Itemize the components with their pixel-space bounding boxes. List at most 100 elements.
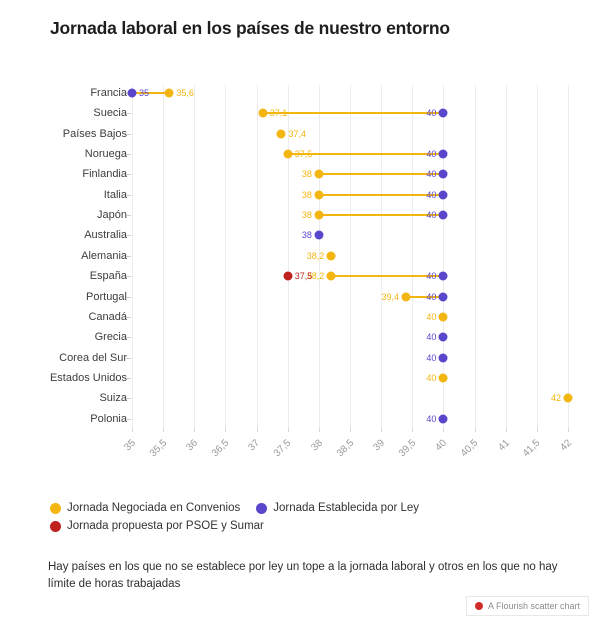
value-label: 37,4	[288, 128, 307, 139]
x-tick-label: 37	[246, 437, 263, 454]
x-axis-tick	[505, 428, 507, 432]
data-point-convenios[interactable]	[314, 190, 324, 200]
value-label: 38	[301, 189, 312, 200]
data-point-convenios[interactable]	[314, 210, 324, 220]
flourish-logo-icon	[474, 602, 483, 610]
country-label: Noruega	[84, 148, 127, 161]
data-point-convenios[interactable]	[283, 149, 293, 159]
x-axis-tick	[194, 428, 196, 432]
x-tick-label: 42	[558, 437, 574, 454]
data-point-convenios[interactable]	[258, 108, 268, 118]
data-point-convenios[interactable]	[438, 312, 448, 322]
x-tick-label: 40,5	[458, 437, 481, 460]
country-label: Países Bajos	[62, 127, 127, 140]
legend-row-2: Jornada propuesta por PSOE y Sumar	[50, 520, 590, 532]
data-point-ley[interactable]	[438, 190, 448, 200]
y-axis-tick	[126, 235, 131, 237]
data-point-convenios[interactable]	[326, 271, 336, 281]
data-point-ley[interactable]	[438, 353, 448, 363]
x-axis-tick	[225, 428, 227, 432]
country-label: Corea del Sur	[59, 351, 127, 364]
gridline	[536, 85, 538, 428]
legend-item-label: Jornada propuesta por PSOE y Sumar	[67, 520, 264, 532]
value-label: 40	[426, 189, 437, 200]
country-label: Australia	[84, 229, 127, 242]
y-axis-tick	[126, 154, 131, 156]
data-point-convenios[interactable]	[276, 129, 286, 139]
value-label: 40	[426, 271, 437, 282]
data-point-ley[interactable]	[438, 108, 448, 118]
y-axis-tick	[126, 174, 131, 176]
y-axis-tick	[126, 133, 131, 135]
data-point-convenios[interactable]	[164, 88, 174, 98]
value-label: 37,5	[294, 149, 313, 160]
chart-title: Jornada laboral en los países de nuestro…	[50, 18, 450, 38]
data-point-convenios[interactable]	[401, 292, 411, 301]
value-label: 38	[301, 169, 312, 180]
value-label: 35	[139, 88, 150, 98]
y-axis-tick	[126, 398, 131, 400]
x-tick-label: 37,5	[272, 437, 294, 460]
data-point-ley[interactable]	[438, 210, 448, 220]
ley-marker-icon	[256, 502, 268, 514]
y-axis-tick	[126, 194, 131, 196]
y-axis-tick	[126, 113, 131, 115]
connector-line	[318, 214, 444, 217]
propuesta-marker-icon	[50, 520, 61, 532]
x-axis-tick	[350, 428, 351, 432]
data-point-ley[interactable]	[127, 88, 137, 98]
legend-row-1: Jornada Negociada en Convenios Jornada E…	[50, 502, 590, 514]
value-label: 38,2	[306, 271, 325, 282]
connector-line	[318, 173, 444, 176]
value-label: 35,6	[176, 88, 194, 98]
gridline	[568, 85, 569, 428]
x-tick-label: 35	[122, 437, 138, 454]
data-point-convenios[interactable]	[326, 251, 336, 261]
x-axis-tick	[132, 428, 133, 432]
value-label: 37,1	[269, 108, 288, 119]
gridline	[318, 85, 320, 428]
legend-item-propuesta[interactable]: Jornada propuesta por PSOE y Sumar	[50, 520, 264, 532]
data-point-ley[interactable]	[438, 169, 448, 179]
x-tick-label: 36	[184, 437, 201, 454]
gridline	[381, 85, 383, 428]
y-axis-tick	[126, 215, 131, 217]
data-point-convenios[interactable]	[314, 169, 324, 179]
x-axis-tick	[536, 428, 538, 432]
data-point-ley[interactable]	[438, 332, 448, 342]
connector-line	[262, 112, 444, 115]
y-axis-tick	[126, 316, 131, 318]
flourish-attribution-badge[interactable]: A Flourish scatter chart	[465, 596, 589, 616]
country-label: Finlandia	[82, 168, 127, 181]
legend-item-convenios[interactable]: Jornada Negociada en Convenios	[50, 502, 240, 514]
legend-item-label: Jornada Establecida por Ley	[273, 502, 420, 514]
convenios-marker-icon	[50, 502, 61, 514]
connector-line	[318, 193, 444, 196]
data-point-ley[interactable]	[438, 271, 448, 281]
data-point-ley[interactable]	[314, 230, 324, 240]
chart-legend: Jornada Negociada en Convenios Jornada E…	[50, 502, 590, 538]
country-label: Grecia	[94, 331, 127, 344]
y-axis-tick	[126, 337, 131, 339]
legend-item-label: Jornada Negociada en Convenios	[67, 502, 241, 514]
x-axis-tick	[412, 428, 414, 432]
data-point-propuesta[interactable]	[283, 271, 293, 281]
data-point-ley[interactable]	[438, 414, 448, 424]
data-point-ley[interactable]	[438, 149, 448, 159]
data-point-convenios[interactable]	[438, 373, 448, 383]
data-point-convenios[interactable]	[563, 393, 573, 403]
x-axis-tick	[163, 428, 165, 432]
value-label: 40	[426, 210, 437, 221]
country-label: Portugal	[86, 290, 127, 303]
value-label: 40	[426, 413, 437, 424]
data-point-ley[interactable]	[438, 292, 448, 301]
country-label: Alemania	[81, 249, 127, 262]
connector-line	[406, 295, 444, 298]
country-label: Polonia	[90, 412, 127, 425]
value-label: 37,5	[294, 271, 313, 282]
country-label: Francia	[90, 87, 127, 99]
value-label: 39,4	[381, 291, 400, 302]
legend-item-ley[interactable]: Jornada Establecida por Ley	[256, 502, 419, 514]
